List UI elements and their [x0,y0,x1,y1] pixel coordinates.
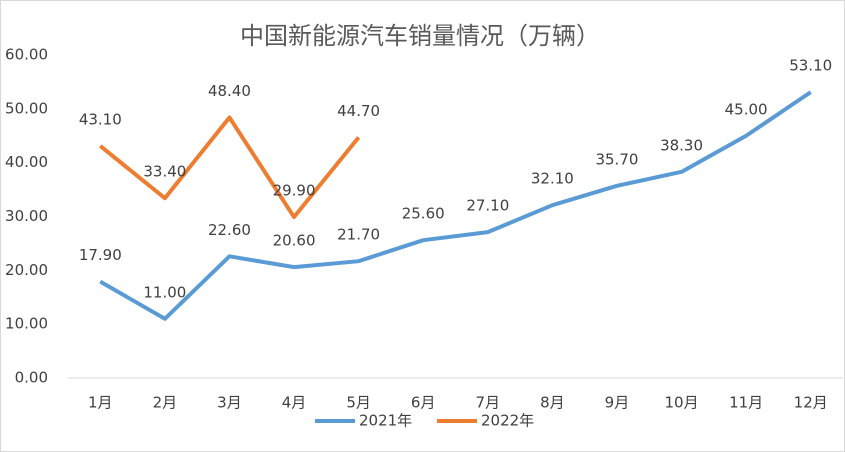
x-tick-label: 4月 [282,394,307,412]
x-tick-label: 5月 [346,394,371,412]
x-tick-label: 7月 [476,394,501,412]
y-tick-label: 10.00 [5,315,48,333]
y-tick-label: 50.00 [5,99,48,117]
x-tick-label: 9月 [605,394,630,412]
x-tick-label: 2月 [153,394,178,412]
chart-title: 中国新能源汽车销量情况（万辆） [240,22,600,50]
data-label: 11.00 [143,283,186,301]
data-label: 44.70 [337,102,380,120]
x-tick-label: 12月 [794,394,828,412]
x-tick-label: 8月 [540,394,565,412]
y-tick-label: 60.00 [5,46,48,64]
data-label: 29.90 [273,182,316,200]
data-label: 27.10 [466,197,509,215]
x-tick-label: 11月 [729,394,763,412]
y-tick-label: 30.00 [5,207,48,225]
data-label: 32.10 [531,170,574,188]
series-line [99,115,361,220]
data-label: 25.60 [402,205,445,223]
x-tick-label: 1月 [88,394,113,412]
data-label: 35.70 [595,150,638,168]
y-tick-label: 40.00 [5,153,48,171]
x-tick-label: 10月 [664,394,698,412]
data-label: 45.00 [725,100,768,118]
data-label: 22.60 [208,221,251,239]
legend-label: 2021年 [359,412,412,430]
data-label: 43.10 [79,110,122,128]
y-tick-label: 0.00 [15,369,48,387]
x-tick-label: 3月 [217,394,242,412]
data-label: 33.40 [143,163,186,181]
data-label: 53.10 [789,57,832,75]
data-label: 20.60 [273,232,316,250]
data-label: 17.90 [79,246,122,264]
data-label: 38.30 [660,136,703,154]
series-line [99,90,812,321]
data-label: 48.40 [208,82,251,100]
data-label: 21.70 [337,226,380,244]
legend-label: 2022年 [481,412,534,430]
x-tick-label: 6月 [411,394,436,412]
y-tick-label: 20.00 [5,261,48,279]
